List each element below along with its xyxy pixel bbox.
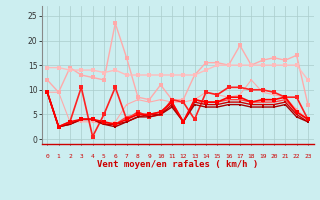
X-axis label: Vent moyen/en rafales ( km/h ): Vent moyen/en rafales ( km/h ) (97, 160, 258, 169)
